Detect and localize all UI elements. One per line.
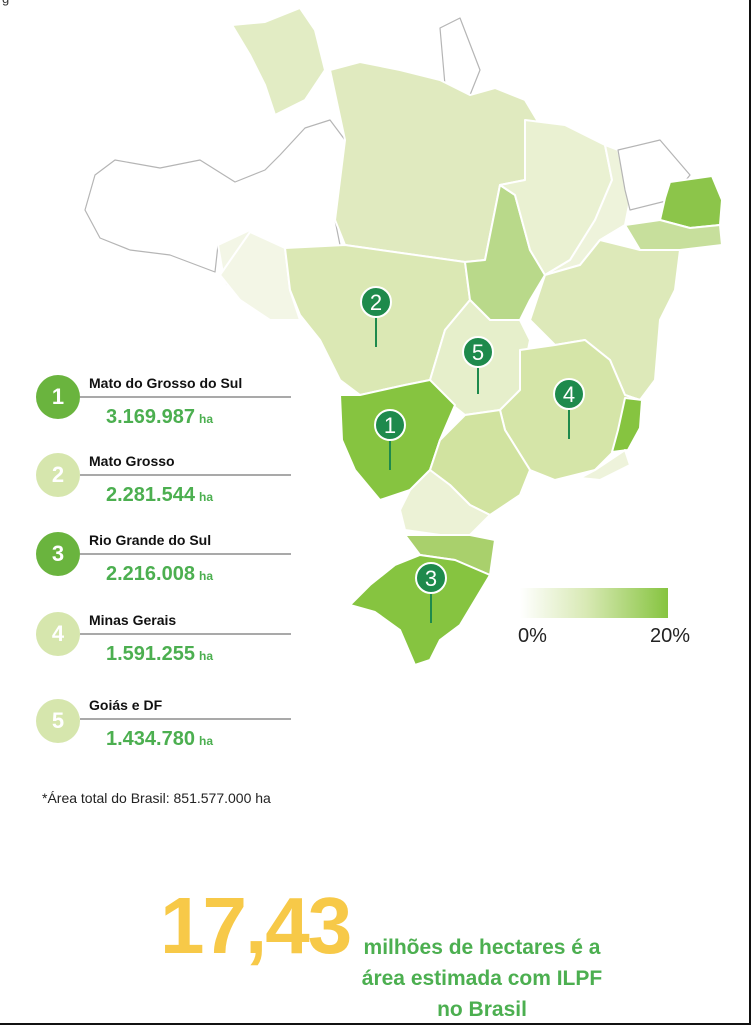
- ranking-item: 4 Minas Gerais 1.591.255 ha: [36, 612, 291, 682]
- map-pin-label: 4: [563, 382, 575, 407]
- rank-value-number: 3.169.987: [106, 406, 195, 428]
- rank-value: 3.169.987 ha: [106, 406, 213, 429]
- state-rio-grande-do-sul: [349, 554, 491, 666]
- rank-state-name: Goiás e DF: [89, 697, 163, 713]
- rank-circle: 2: [36, 453, 80, 497]
- map-pin-head: [374, 409, 406, 441]
- map-pin-head: [360, 286, 392, 318]
- rank-value-number: 1.434.780: [106, 728, 195, 750]
- map-pin: 1: [374, 409, 406, 470]
- state-espirito-santo: [611, 397, 643, 453]
- rank-circle: 1: [36, 375, 80, 419]
- rank-value-unit: ha: [198, 734, 213, 748]
- state-amapa: [439, 17, 481, 96]
- rank-value-number: 2.216.008: [106, 563, 195, 585]
- rank-value: 2.216.008 ha: [106, 563, 213, 586]
- ranking-item: 5 Goiás e DF 1.434.780 ha: [36, 697, 291, 767]
- brazil-map: 1 2 3 4 5: [84, 7, 723, 666]
- rank-value: 1.591.255 ha: [106, 643, 213, 666]
- map-pin-label: 3: [425, 566, 437, 591]
- rank-value-unit: ha: [198, 412, 213, 426]
- rank-state-name: Minas Gerais: [89, 612, 177, 628]
- rank-value-unit: ha: [198, 649, 213, 663]
- rank-circle: 4: [36, 612, 80, 656]
- map-pin-label: 2: [370, 290, 382, 315]
- rank-circle: 5: [36, 699, 80, 743]
- rank-value: 2.281.544 ha: [106, 484, 213, 507]
- legend-min-label: 0%: [518, 625, 547, 647]
- headline-number: 17,43: [160, 881, 352, 970]
- map-pin-head: [462, 336, 494, 368]
- ranking-item: 1 Mato do Grosso do Sul 3.169.987 ha: [36, 375, 291, 445]
- state-roraima: [231, 7, 326, 116]
- map-pin-label: 1: [384, 413, 396, 438]
- rank-divider: [80, 396, 291, 398]
- legend-max-label: 20%: [650, 625, 691, 647]
- rank-value: 1.434.780 ha: [106, 728, 213, 751]
- rank-divider: [80, 718, 291, 720]
- rank-state-name: Mato Grosso: [89, 453, 175, 469]
- rank-divider: [80, 633, 291, 635]
- footnote: *Área total do Brasil: 851.577.000 ha: [42, 790, 271, 806]
- rank-circle: 3: [36, 532, 80, 576]
- top-caption: g: [2, 0, 9, 6]
- rank-value-unit: ha: [198, 569, 213, 583]
- headline-text: milhões de hectares é a área estimada co…: [361, 936, 603, 1021]
- map-pin-head: [415, 562, 447, 594]
- rank-state-name: Mato do Grosso do Sul: [89, 375, 243, 391]
- rank-divider: [80, 474, 291, 476]
- rank-state-name: Rio Grande do Sul: [89, 532, 212, 548]
- state-rn-pb: [659, 175, 723, 229]
- map-pin-label: 5: [472, 340, 484, 365]
- rank-value-unit: ha: [198, 490, 213, 504]
- state-parana: [399, 469, 491, 536]
- map-pin: 4: [553, 378, 585, 439]
- state-rio-de-janeiro: [579, 449, 631, 481]
- rank-value-number: 1.591.255: [106, 643, 195, 665]
- map-pin: 2: [360, 286, 392, 347]
- map-pin: 3: [415, 562, 447, 623]
- rank-value-number: 2.281.544: [106, 484, 195, 506]
- legend-gradient-bar: [520, 588, 668, 618]
- map-pin-head: [553, 378, 585, 410]
- ranking-item: 3 Rio Grande do Sul 2.216.008 ha: [36, 532, 291, 602]
- ranking-item: 2 Mato Grosso 2.281.544 ha: [36, 453, 291, 523]
- rank-divider: [80, 553, 291, 555]
- map-pin: 5: [462, 336, 494, 394]
